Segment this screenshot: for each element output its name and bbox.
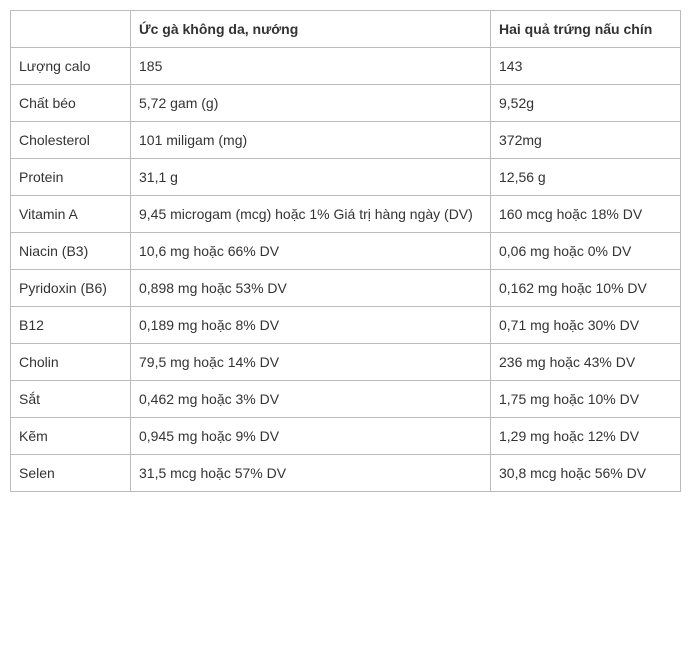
- table-row: Cholin 79,5 mg hoặc 14% DV 236 mg hoặc 4…: [11, 344, 681, 381]
- eggs-cell: 0,06 mg hoặc 0% DV: [491, 233, 681, 270]
- chicken-cell: 0,945 mg hoặc 9% DV: [131, 418, 491, 455]
- eggs-cell: 9,52g: [491, 85, 681, 122]
- chicken-cell: 10,6 mg hoặc 66% DV: [131, 233, 491, 270]
- table-row: Cholesterol 101 miligam (mg) 372mg: [11, 122, 681, 159]
- eggs-cell: 30,8 mcg hoặc 56% DV: [491, 455, 681, 492]
- nutrient-cell: Niacin (B3): [11, 233, 131, 270]
- eggs-cell: 1,29 mg hoặc 12% DV: [491, 418, 681, 455]
- table-row: Vitamin A 9,45 microgam (mcg) hoặc 1% Gi…: [11, 196, 681, 233]
- table-row: Kẽm 0,945 mg hoặc 9% DV 1,29 mg hoặc 12%…: [11, 418, 681, 455]
- nutrient-cell: Lượng calo: [11, 48, 131, 85]
- eggs-cell: 143: [491, 48, 681, 85]
- nutrient-cell: Chất béo: [11, 85, 131, 122]
- chicken-cell: 0,898 mg hoặc 53% DV: [131, 270, 491, 307]
- header-eggs: Hai quả trứng nấu chín: [491, 11, 681, 48]
- eggs-cell: 1,75 mg hoặc 10% DV: [491, 381, 681, 418]
- eggs-cell: 0,162 mg hoặc 10% DV: [491, 270, 681, 307]
- nutrient-cell: Cholin: [11, 344, 131, 381]
- nutrient-cell: Vitamin A: [11, 196, 131, 233]
- chicken-cell: 0,462 mg hoặc 3% DV: [131, 381, 491, 418]
- nutrient-cell: Cholesterol: [11, 122, 131, 159]
- nutrient-cell: Kẽm: [11, 418, 131, 455]
- table-row: Sắt 0,462 mg hoặc 3% DV 1,75 mg hoặc 10%…: [11, 381, 681, 418]
- table-row: Niacin (B3) 10,6 mg hoặc 66% DV 0,06 mg …: [11, 233, 681, 270]
- header-empty: [11, 11, 131, 48]
- nutrition-table: Ức gà không da, nướng Hai quả trứng nấu …: [10, 10, 681, 492]
- table-row: Chất béo 5,72 gam (g) 9,52g: [11, 85, 681, 122]
- table-header-row: Ức gà không da, nướng Hai quả trứng nấu …: [11, 11, 681, 48]
- table-body: Lượng calo 185 143 Chất béo 5,72 gam (g)…: [11, 48, 681, 492]
- chicken-cell: 31,5 mcg hoặc 57% DV: [131, 455, 491, 492]
- nutrient-cell: Pyridoxin (B6): [11, 270, 131, 307]
- table-row: B12 0,189 mg hoặc 8% DV 0,71 mg hoặc 30%…: [11, 307, 681, 344]
- nutrient-cell: Sắt: [11, 381, 131, 418]
- nutrient-cell: Protein: [11, 159, 131, 196]
- eggs-cell: 372mg: [491, 122, 681, 159]
- chicken-cell: 31,1 g: [131, 159, 491, 196]
- chicken-cell: 0,189 mg hoặc 8% DV: [131, 307, 491, 344]
- table-row: Pyridoxin (B6) 0,898 mg hoặc 53% DV 0,16…: [11, 270, 681, 307]
- chicken-cell: 9,45 microgam (mcg) hoặc 1% Giá trị hàng…: [131, 196, 491, 233]
- chicken-cell: 101 miligam (mg): [131, 122, 491, 159]
- eggs-cell: 12,56 g: [491, 159, 681, 196]
- chicken-cell: 5,72 gam (g): [131, 85, 491, 122]
- eggs-cell: 236 mg hoặc 43% DV: [491, 344, 681, 381]
- nutrient-cell: B12: [11, 307, 131, 344]
- table-row: Protein 31,1 g 12,56 g: [11, 159, 681, 196]
- header-chicken: Ức gà không da, nướng: [131, 11, 491, 48]
- table-row: Selen 31,5 mcg hoặc 57% DV 30,8 mcg hoặc…: [11, 455, 681, 492]
- eggs-cell: 0,71 mg hoặc 30% DV: [491, 307, 681, 344]
- nutrient-cell: Selen: [11, 455, 131, 492]
- table-row: Lượng calo 185 143: [11, 48, 681, 85]
- eggs-cell: 160 mcg hoặc 18% DV: [491, 196, 681, 233]
- chicken-cell: 185: [131, 48, 491, 85]
- chicken-cell: 79,5 mg hoặc 14% DV: [131, 344, 491, 381]
